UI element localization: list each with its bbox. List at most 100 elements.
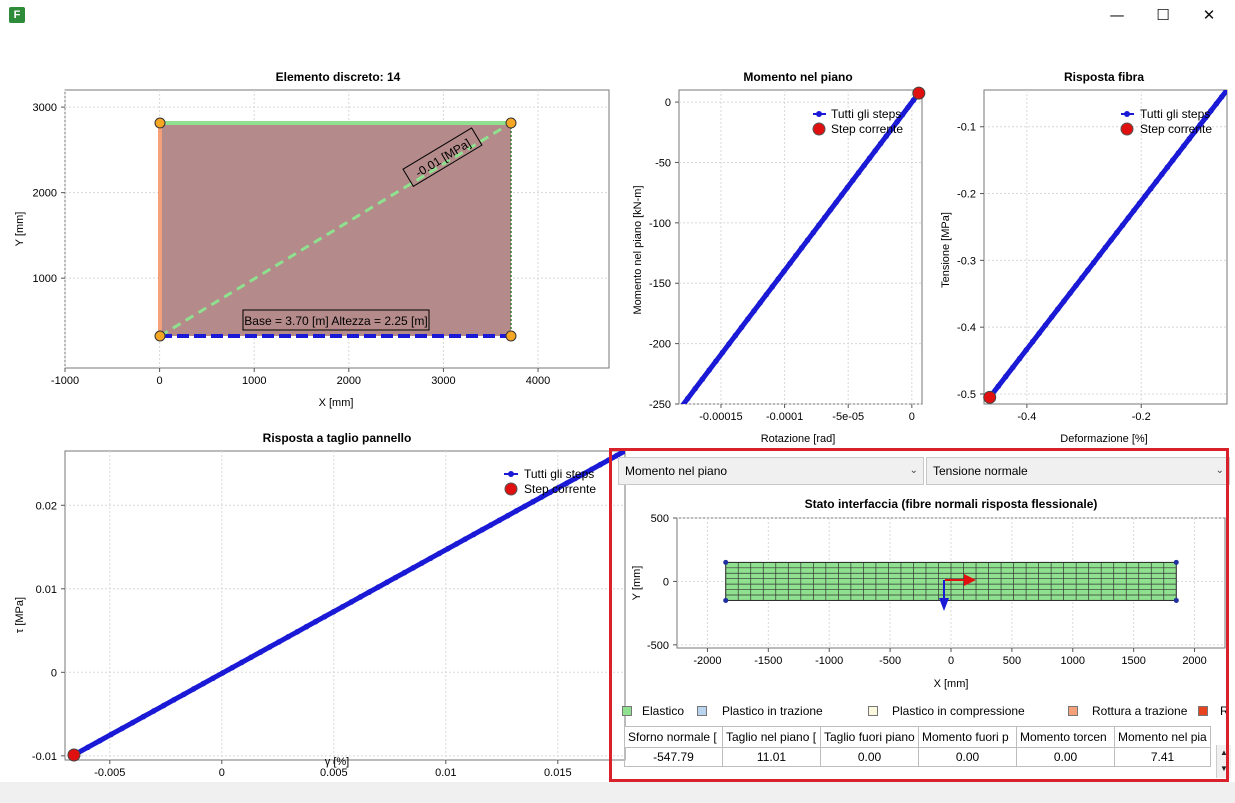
- current-step-marker: [912, 86, 926, 100]
- col-in-plane-shear[interactable]: Taglio nel piano [: [722, 726, 821, 748]
- series-point: [745, 316, 751, 322]
- x-tick-label: 1500: [1121, 655, 1145, 667]
- series-point: [392, 574, 399, 581]
- series-point: [339, 604, 346, 610]
- x-tick-label: -1000: [815, 655, 843, 667]
- series-point: [555, 484, 562, 491]
- dim-label: Base = 3.70 [m] Altezza = 2.25 [m]: [244, 314, 427, 328]
- y-ticks: -0.1 -0.2 -0.3 -0.4 -0.5: [957, 122, 984, 401]
- series-point: [384, 579, 390, 586]
- table-row: -547.79 11.01 0.00 0.00 0.00 7.41: [624, 747, 1211, 767]
- legend-all-steps: Tutti gli steps: [831, 107, 901, 121]
- series-point: [108, 731, 114, 738]
- y-tick-label: 1000: [33, 273, 57, 285]
- table-cell[interactable]: 7.41: [1114, 747, 1211, 767]
- series-point: [1224, 90, 1227, 93]
- fiber-title: Risposta fibra: [1064, 70, 1144, 84]
- element-title: Elemento discreto: 14: [276, 70, 401, 84]
- series-point: [719, 349, 726, 356]
- table-cell[interactable]: 0.00: [1016, 747, 1115, 767]
- shear-chart: Risposta a taglio pannello Tutti gli ste…: [14, 431, 626, 779]
- table-cell[interactable]: 11.01: [722, 747, 821, 767]
- x-axis-label: X [mm]: [934, 678, 969, 690]
- maximize-button[interactable]: ☐: [1156, 6, 1170, 24]
- series-point: [1159, 171, 1165, 178]
- series-point: [312, 618, 319, 625]
- y-tick-label: -0.5: [957, 389, 976, 401]
- x-tick-label: -1000: [51, 375, 79, 387]
- result-type-dropdown[interactable]: Momento nel piano ⌄: [618, 457, 924, 485]
- series-point: [1079, 275, 1085, 281]
- series-point: [321, 613, 328, 620]
- scroll-up-icon[interactable]: ▲: [1220, 748, 1228, 757]
- col-normal-force[interactable]: Sforno normale [: [624, 726, 723, 748]
- y-ticks: 0.02 0.01 0 -0.01: [32, 500, 65, 763]
- x-tick-label: 1000: [242, 375, 266, 387]
- fiber-corner-node: [723, 597, 729, 603]
- close-button[interactable]: ✕: [1202, 6, 1216, 24]
- x-tick-label: 0.015: [544, 767, 572, 779]
- series-point: [580, 471, 587, 477]
- series-point: [1067, 290, 1073, 297]
- minimize-button[interactable]: —: [1109, 6, 1125, 24]
- series-point: [781, 268, 787, 274]
- series-point: [833, 199, 839, 206]
- series-point: [692, 385, 698, 392]
- series-point: [905, 104, 911, 111]
- series-point: [530, 498, 536, 505]
- series-point: [855, 169, 862, 176]
- current-step-marker: [983, 390, 997, 404]
- series-point: [706, 367, 712, 373]
- legend-swatch: [868, 706, 878, 716]
- series-point: [1055, 306, 1061, 312]
- x-tick-label: -1500: [754, 655, 782, 667]
- series-point: [130, 719, 136, 726]
- series-point: [899, 111, 906, 118]
- scroll-down-icon[interactable]: ▼: [1220, 764, 1228, 773]
- series-point: [229, 664, 236, 671]
- table-cell[interactable]: -547.79: [624, 747, 723, 767]
- y-tick-label: 0: [51, 667, 57, 679]
- x-tick-label: 3000: [431, 375, 455, 387]
- series-point: [910, 97, 917, 104]
- series-point: [1175, 150, 1182, 156]
- shear-title: Risposta a taglio pannello: [263, 431, 412, 445]
- chevron-down-icon: ⌄: [1215, 465, 1224, 476]
- table-cell[interactable]: 0.00: [820, 747, 919, 767]
- app-icon: F: [9, 7, 25, 23]
- col-torsion-moment[interactable]: Momento torcen: [1016, 726, 1115, 748]
- series-point: [775, 276, 782, 282]
- y-axis-label: Tensione [MPa]: [940, 212, 952, 288]
- series-point: [285, 634, 291, 640]
- dim-label-box: [242, 309, 430, 331]
- fiber-type-dropdown[interactable]: Tensione normale ⌄: [926, 457, 1230, 485]
- moment-legend: Tutti gli steps Step corrente: [812, 107, 903, 136]
- series-point: [763, 291, 770, 298]
- status-strip: [0, 782, 1235, 803]
- series-point: [622, 451, 625, 454]
- series-point: [995, 383, 1002, 390]
- x-axis-label: Deformazione [%]: [1060, 433, 1147, 445]
- series-point: [171, 697, 177, 703]
- moment-series: [680, 86, 926, 404]
- series-point: [1102, 244, 1109, 251]
- series-point: [96, 737, 103, 744]
- table-cell[interactable]: 0.00: [918, 747, 1017, 767]
- col-out-plane-shear[interactable]: Taglio fuori piano: [820, 726, 919, 748]
- series-point: [1197, 122, 1203, 128]
- series-group: [71, 451, 625, 758]
- series-point: [1153, 178, 1160, 185]
- legend-label: Plastico in compressione: [892, 704, 1025, 718]
- legend-swatch: [1068, 706, 1078, 716]
- series-point: [161, 702, 167, 709]
- y-ticks: 0 -50 -100 -150 -200 -250: [649, 97, 679, 411]
- series-point: [1073, 282, 1079, 289]
- chevron-down-icon: ⌄: [909, 465, 918, 476]
- series-point: [1181, 143, 1187, 149]
- series-point: [140, 713, 147, 720]
- legend-swatch: [697, 706, 707, 716]
- series-point: [751, 308, 757, 314]
- series-point: [1213, 101, 1220, 107]
- y-tick-label: -500: [647, 640, 669, 652]
- y-tick-label: -150: [649, 278, 671, 290]
